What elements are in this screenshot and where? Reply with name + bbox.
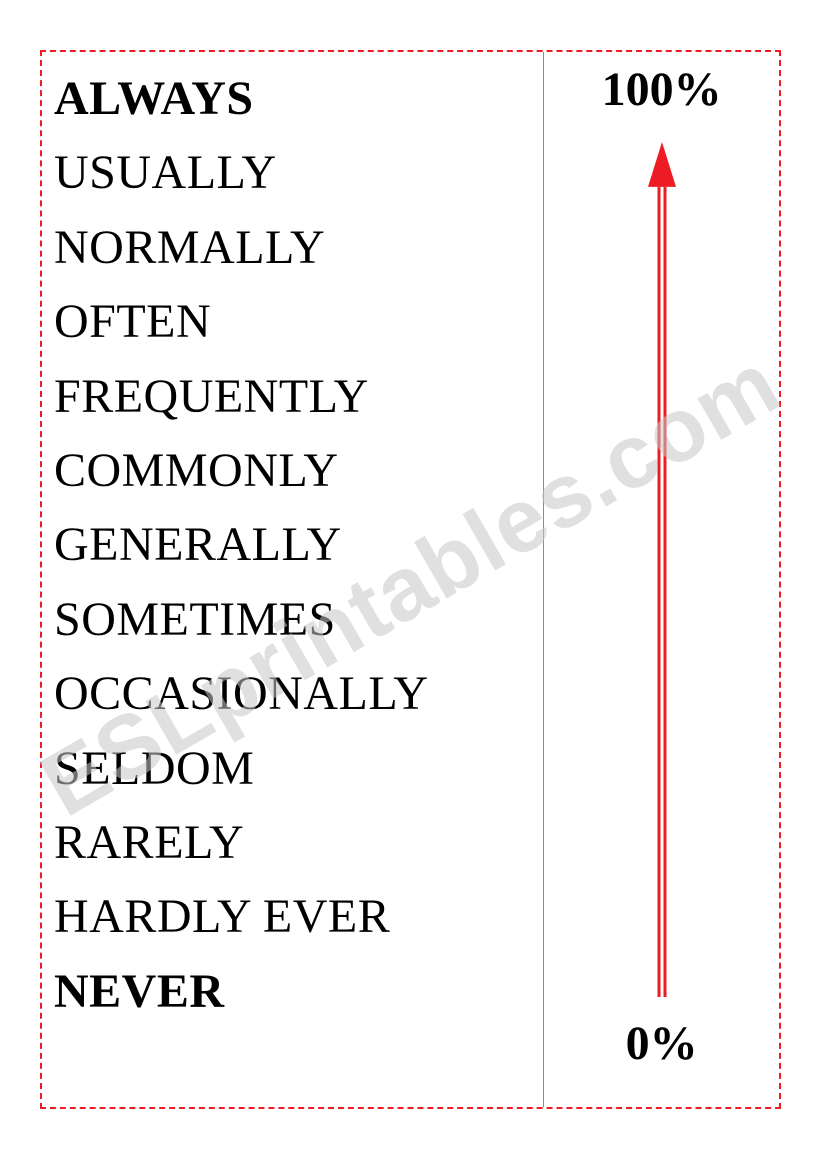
diagram-frame: ALWAYSUSUALLYNORMALLYOFTENFREQUENTLYCOMM…	[40, 50, 781, 1109]
adverb-item: RARELY	[54, 806, 543, 880]
adverb-item: OFTEN	[54, 285, 543, 359]
adverb-item: NEVER	[54, 955, 543, 1029]
adverb-item: ALWAYS	[54, 62, 543, 136]
adverb-item: SELDOM	[54, 732, 543, 806]
adverb-item: OCCASIONALLY	[54, 657, 543, 731]
scale-top-label: 100%	[602, 62, 722, 117]
scale-bottom-label: 0%	[626, 1016, 698, 1071]
adverb-item: HARDLY EVER	[54, 880, 543, 954]
adverb-item: COMMONLY	[54, 434, 543, 508]
adverb-item: USUALLY	[54, 136, 543, 210]
adverb-list: ALWAYSUSUALLYNORMALLYOFTENFREQUENTLYCOMM…	[42, 52, 543, 1107]
adverb-item: SOMETIMES	[54, 583, 543, 657]
scale-column: 100% 0%	[544, 52, 779, 1107]
scale-arrow	[642, 142, 682, 997]
adverb-item: FREQUENTLY	[54, 360, 543, 434]
adverb-item: NORMALLY	[54, 211, 543, 285]
adverb-item: GENERALLY	[54, 508, 543, 582]
